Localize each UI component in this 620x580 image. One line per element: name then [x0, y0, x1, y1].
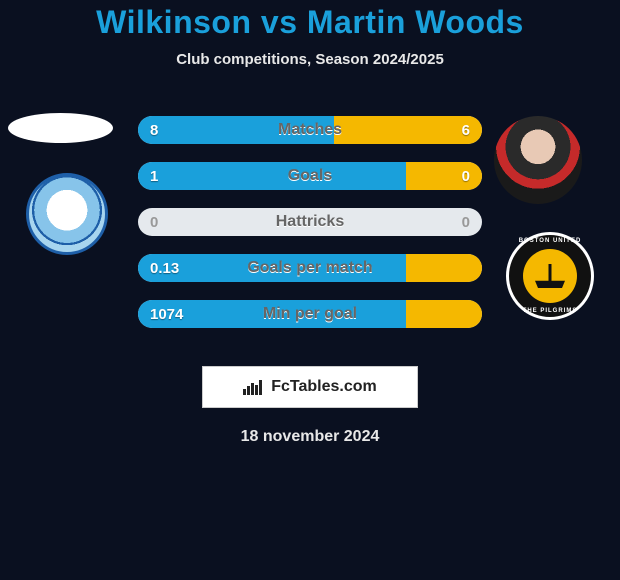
stat-row: Hattricks0 0 [138, 208, 482, 236]
player-left-club-badge [26, 173, 108, 255]
branding-box: FcTables.com [202, 366, 418, 408]
branding-text: FcTables.com [271, 378, 377, 396]
player-right-avatar [494, 116, 582, 204]
stat-value-left: 8 [138, 116, 170, 144]
stat-label: Goals [138, 162, 482, 190]
page-title: Wilkinson vs Martin Woods [0, 4, 620, 41]
stat-bars: Matches86Goals10Hattricks00Goals per mat… [138, 116, 482, 346]
player-left-avatar [8, 113, 113, 143]
player-right-club-badge: BOSTON UNITED THE PILGRIMS [506, 232, 594, 320]
bar-chart-icon [243, 379, 265, 395]
stat-row: Min per goal1074 [138, 300, 482, 328]
stat-value-left: 0.13 [138, 254, 191, 282]
stat-value-left: 0 [138, 208, 170, 236]
stat-row: Matches8 6 [138, 116, 482, 144]
page-subtitle: Club competitions, Season 2024/2025 [0, 51, 620, 68]
stat-value-right: 0 [450, 162, 482, 190]
date-line: 18 november 2024 [0, 428, 620, 446]
stat-row: Goals per match0.13 [138, 254, 482, 282]
stat-row: Goals1 0 [138, 162, 482, 190]
comparison-stage: BOSTON UNITED THE PILGRIMS Matches8 6 Goal… [0, 98, 620, 358]
stat-value-left: 1 [138, 162, 170, 190]
stat-value-left: 1074 [138, 300, 195, 328]
stat-label: Matches [138, 116, 482, 144]
stat-value-right: 6 [450, 116, 482, 144]
stat-label: Hattricks [138, 208, 482, 236]
stat-value-right: 0 [450, 208, 482, 236]
